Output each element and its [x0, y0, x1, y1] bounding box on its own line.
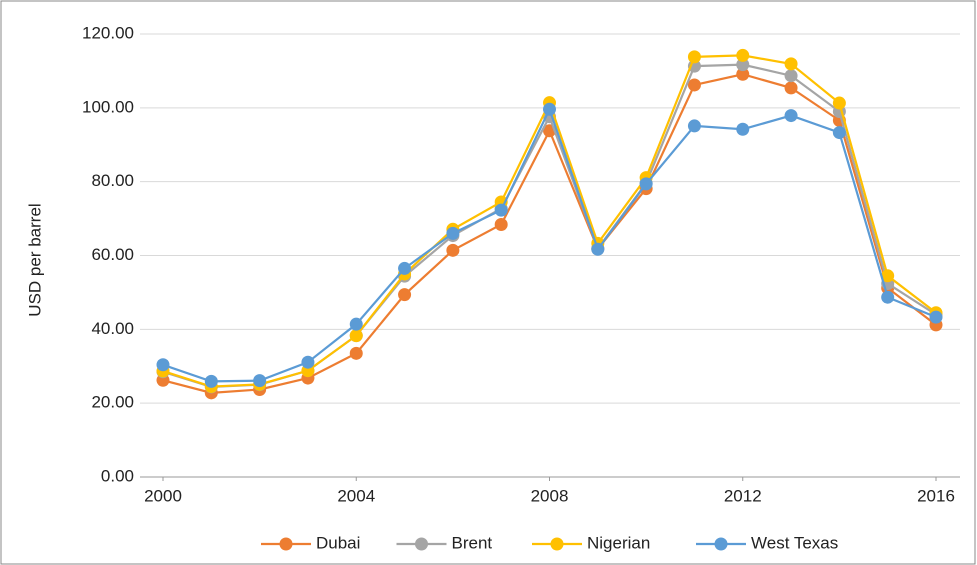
legend-label: Brent [452, 533, 493, 552]
point [736, 48, 750, 62]
point [687, 50, 701, 64]
point [881, 290, 895, 304]
point [349, 346, 363, 360]
legend-marker [714, 537, 728, 551]
legend-marker [550, 537, 564, 551]
point [591, 242, 605, 256]
point [832, 126, 846, 140]
y-tick-label: 40.00 [91, 319, 134, 338]
point [736, 58, 750, 72]
point [687, 78, 701, 92]
point [349, 329, 363, 343]
point [881, 269, 895, 283]
y-tick-label: 80.00 [91, 171, 134, 190]
legend-label: Dubai [316, 533, 360, 552]
point [253, 374, 267, 388]
y-tick-label: 100.00 [82, 97, 134, 116]
y-tick-label: 0.00 [101, 466, 134, 485]
point [301, 355, 315, 369]
y-tick-label: 60.00 [91, 245, 134, 264]
point [349, 317, 363, 331]
x-tick-label: 2008 [531, 486, 569, 505]
x-tick-label: 2000 [144, 486, 182, 505]
point [543, 102, 556, 116]
point [784, 109, 798, 123]
x-tick-label: 2016 [917, 486, 955, 505]
point [687, 119, 701, 133]
point [446, 226, 460, 240]
point [494, 203, 508, 217]
point [204, 374, 218, 388]
y-tick-label: 120.00 [82, 23, 134, 42]
y-tick-label: 20.00 [91, 393, 134, 412]
point [784, 69, 798, 83]
point [494, 217, 508, 231]
point [784, 81, 798, 95]
point [639, 177, 653, 191]
y-axis-label: USD per barrel [25, 203, 44, 316]
legend-label: West Texas [751, 533, 838, 552]
point [398, 261, 412, 275]
point [832, 96, 846, 110]
point [736, 67, 750, 81]
point [398, 288, 412, 302]
legend-marker [415, 537, 428, 551]
point [929, 310, 943, 324]
x-tick-label: 2012 [724, 486, 762, 505]
legend-label: Nigerian [587, 533, 650, 552]
legend-marker [279, 537, 293, 551]
point [156, 358, 170, 372]
point [784, 57, 798, 71]
point [446, 243, 460, 257]
point [736, 122, 750, 136]
x-tick-label: 2004 [337, 486, 375, 505]
